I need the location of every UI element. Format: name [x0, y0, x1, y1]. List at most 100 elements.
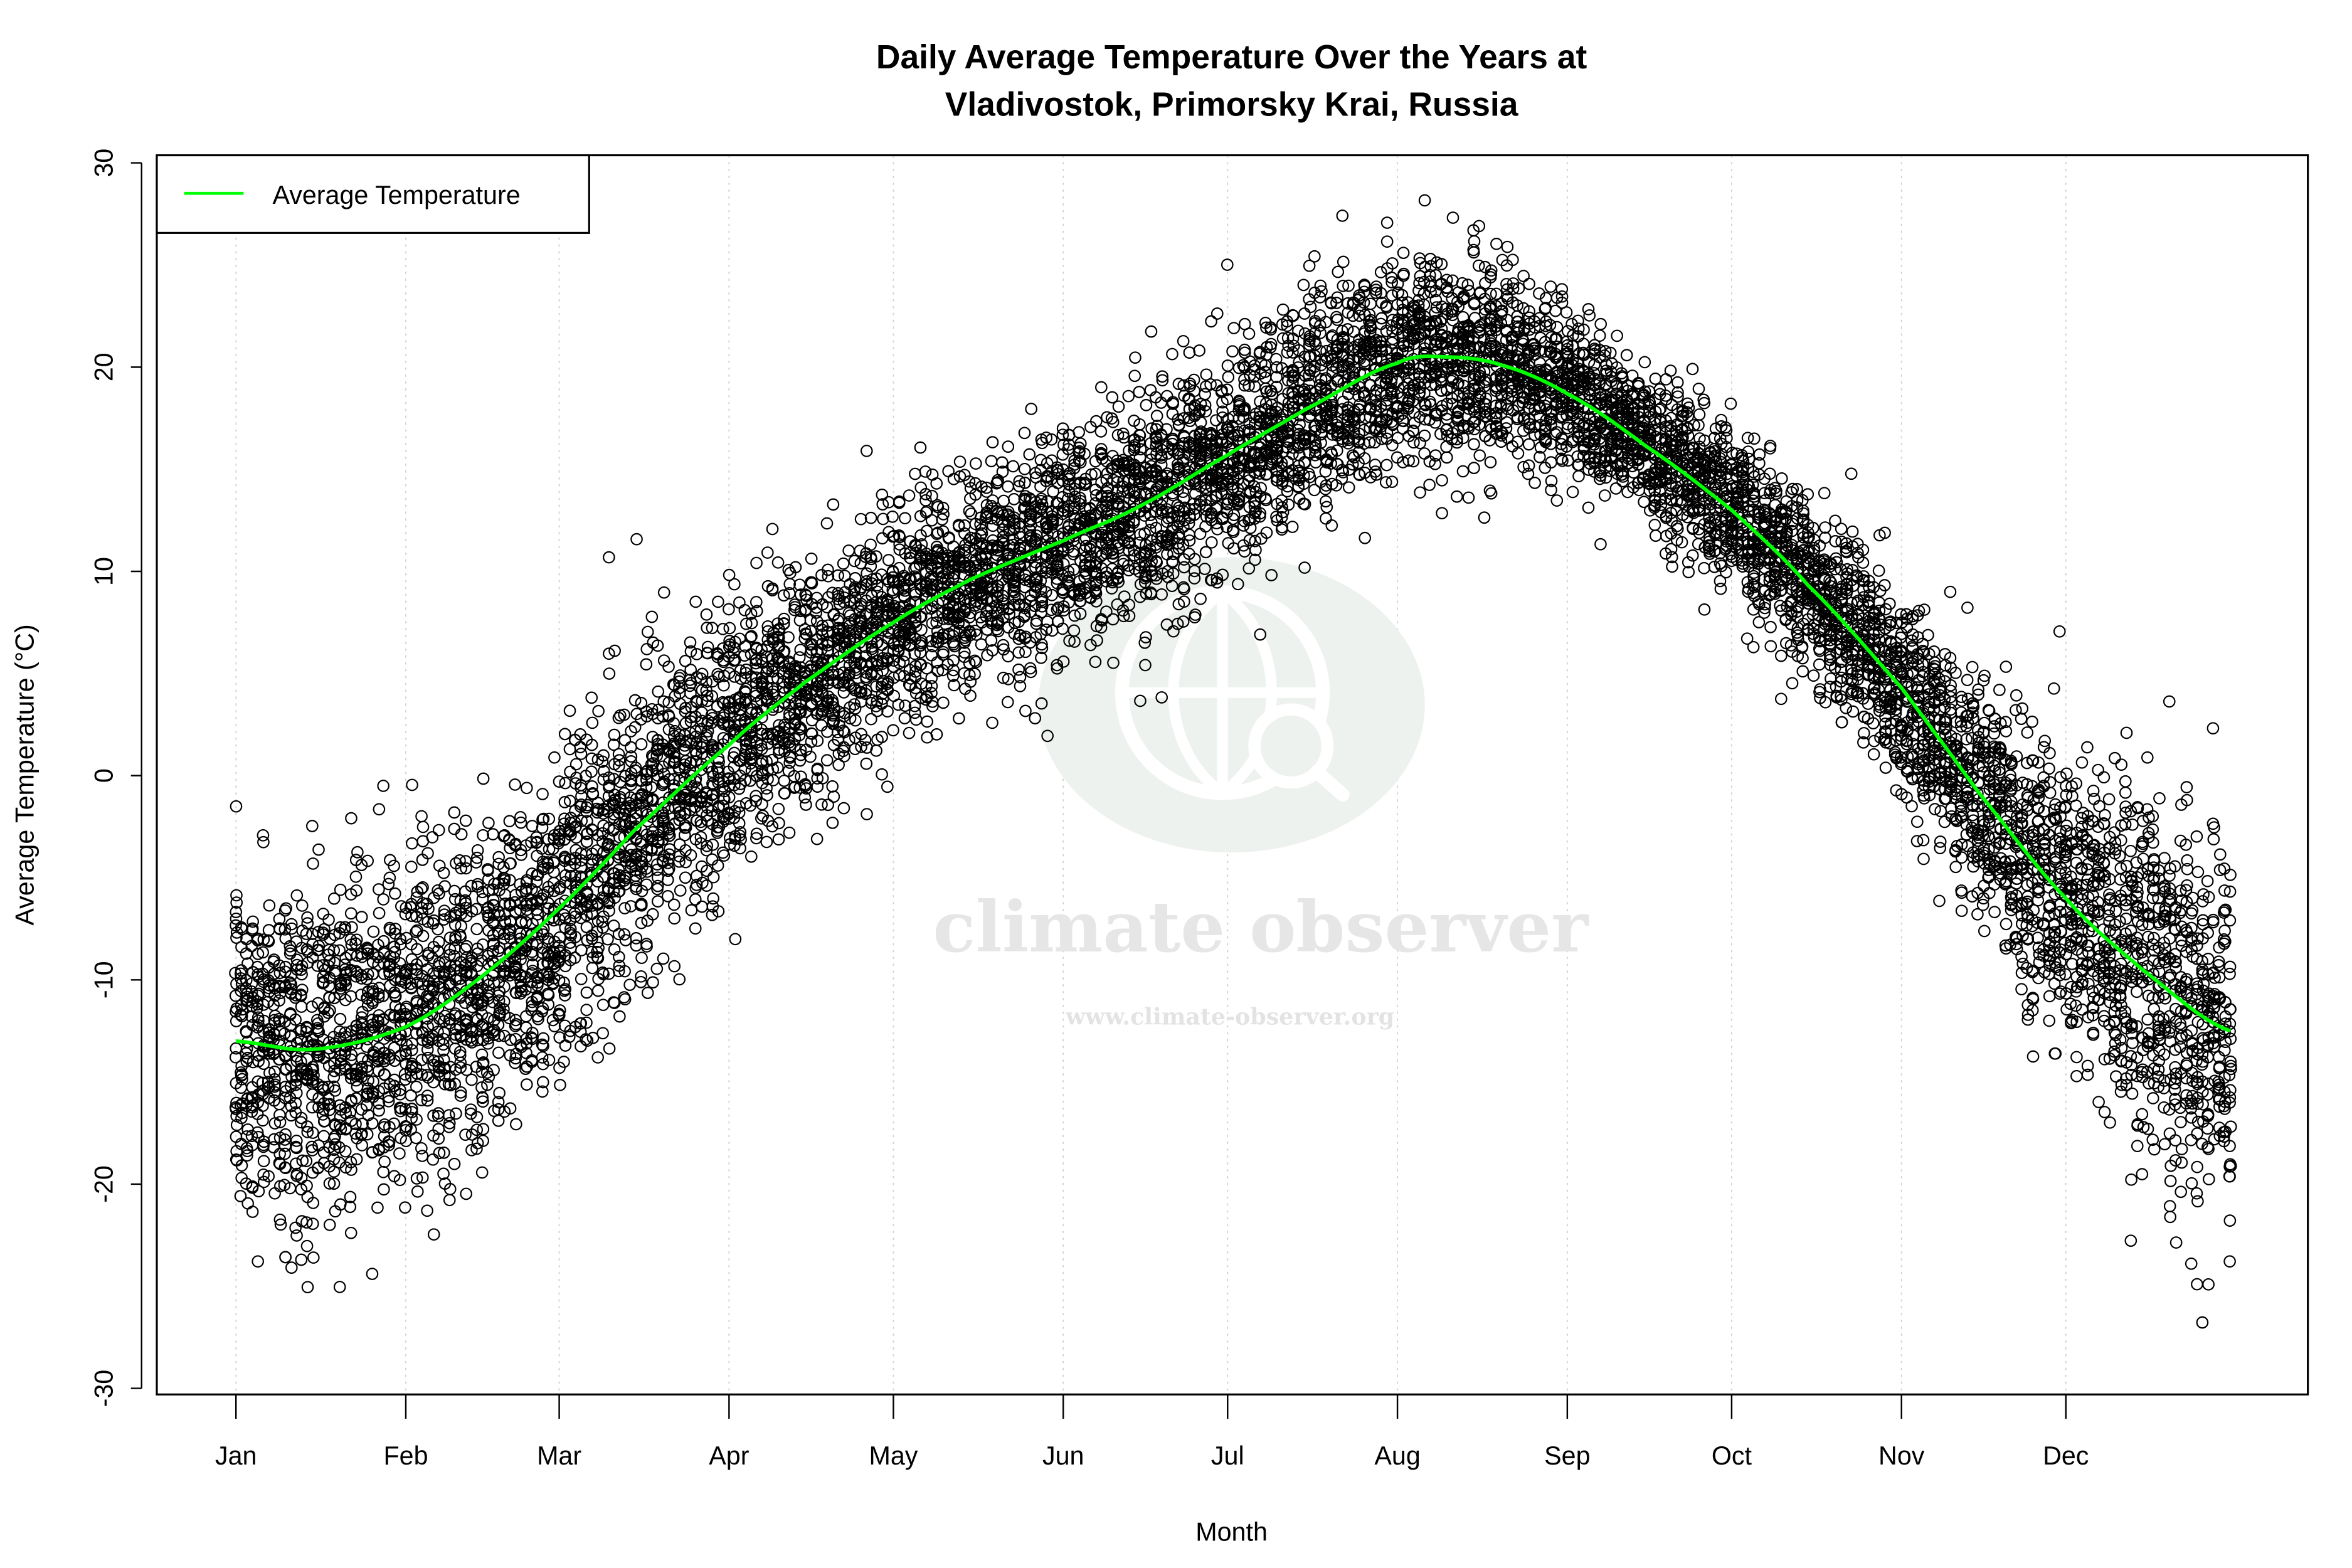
data-point: [305, 1000, 319, 1013]
data-point: [235, 1111, 248, 1125]
data-point: [793, 651, 806, 664]
data-point: [953, 712, 965, 725]
data-point: [300, 1052, 314, 1066]
data-point: [399, 1044, 412, 1057]
data-point: [323, 1219, 336, 1231]
data-point: [278, 1027, 291, 1040]
data-point: [346, 921, 358, 934]
data-point: [635, 738, 648, 751]
data-point: [421, 1020, 434, 1033]
data-point: [257, 1057, 270, 1070]
watermark-logo: climate observer www.climate-observer.or…: [933, 557, 1589, 1030]
data-point: [361, 1061, 374, 1073]
data-point: [432, 923, 444, 936]
data-point: [432, 824, 445, 837]
data-point: [465, 1128, 479, 1141]
data-point: [821, 725, 834, 738]
data-point: [437, 1053, 450, 1066]
data-point: [273, 913, 286, 926]
data-point: [262, 934, 275, 947]
data-point: [575, 973, 588, 985]
data-point: [842, 544, 855, 557]
data-point: [410, 958, 423, 971]
data-point: [1122, 389, 1135, 403]
data-point: [1199, 546, 1212, 559]
data-point: [470, 1142, 483, 1155]
data-point: [601, 933, 614, 946]
data-point: [586, 716, 599, 729]
data-point: [388, 1117, 400, 1130]
data-point: [257, 1099, 269, 1112]
data-point: [300, 1025, 313, 1038]
data-point: [295, 963, 307, 976]
data-point: [448, 918, 462, 931]
data-point: [240, 1130, 253, 1143]
data-point: [640, 940, 653, 953]
data-point: [344, 1106, 357, 1119]
data-point: [1145, 325, 1158, 338]
data-point: [930, 728, 943, 741]
data-point: [592, 704, 605, 718]
data-point: [388, 940, 400, 953]
data-point: [285, 918, 298, 931]
data-point: [278, 1133, 291, 1146]
data-point: [898, 712, 911, 724]
data-point: [458, 943, 472, 955]
data-point: [641, 987, 654, 999]
data-point: [230, 889, 243, 902]
data-point: [650, 962, 664, 975]
data-point: [443, 1121, 455, 1133]
data-point: [465, 1143, 478, 1157]
data-point: [246, 924, 259, 937]
data-point: [460, 862, 472, 875]
data-point: [322, 1006, 335, 1019]
data-point: [437, 1044, 450, 1057]
data-point: [771, 556, 785, 569]
data-point: [355, 972, 368, 985]
data-point: [306, 1126, 319, 1139]
data-point: [273, 1213, 287, 1226]
data-point: [349, 1127, 362, 1140]
data-point: [432, 935, 445, 948]
data-point: [707, 871, 720, 884]
data-point: [465, 879, 478, 893]
data-point: [820, 754, 834, 766]
data-point: [1227, 509, 1241, 521]
data-point: [324, 1098, 337, 1111]
data-point: [382, 877, 395, 891]
data-point: [301, 911, 314, 924]
data-point: [421, 1043, 434, 1056]
data-point: [295, 983, 309, 996]
data-point: [438, 1027, 450, 1039]
data-point: [278, 1147, 291, 1160]
data-point: [432, 1055, 445, 1068]
data-point: [433, 859, 446, 872]
data-point: [1183, 346, 1196, 359]
data-point: [405, 1044, 418, 1057]
data-point: [569, 758, 583, 771]
data-point: [295, 1055, 307, 1068]
data-point: [837, 802, 850, 815]
data-point: [427, 1076, 440, 1089]
data-point: [575, 944, 588, 956]
data-point: [268, 1073, 281, 1086]
data-point: [324, 1004, 336, 1017]
data-point: [591, 984, 605, 997]
data-point: [426, 1153, 440, 1166]
data-point: [410, 968, 423, 980]
data-point: [289, 1013, 302, 1026]
data-point: [295, 1000, 308, 1013]
data-point: [262, 1076, 275, 1088]
data-point: [416, 1171, 429, 1184]
data-point: [766, 522, 779, 536]
data-point: [881, 780, 894, 793]
data-point: [305, 1063, 319, 1076]
data-point: [426, 831, 439, 844]
data-point: [416, 1150, 429, 1162]
data-point: [580, 1004, 593, 1017]
data-point: [344, 1156, 358, 1168]
data-point: [229, 1051, 242, 1064]
data-point: [448, 1078, 462, 1090]
data-point: [470, 851, 484, 864]
data-point: [415, 1054, 428, 1066]
